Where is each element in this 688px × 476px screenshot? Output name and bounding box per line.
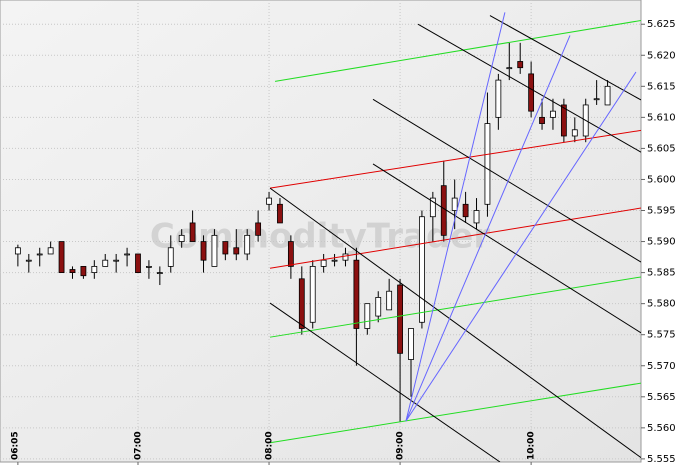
y-tick-label: 5.615: [647, 81, 676, 92]
candle-body: [113, 259, 120, 262]
candle-body: [277, 203, 283, 224]
y-tick-label: 5.620: [647, 50, 676, 61]
candle-body: [255, 222, 262, 236]
y-tick-label: 5.565: [647, 392, 676, 403]
candle-body: [102, 259, 109, 267]
y-tick-label: 5.560: [647, 423, 676, 434]
candle-body: [462, 203, 469, 218]
candle-body: [528, 73, 535, 112]
candle-body: [200, 241, 207, 261]
candle-body: [167, 247, 174, 267]
y-tick-label: 5.555: [647, 454, 676, 465]
candle-body: [233, 247, 240, 255]
trendlines: [269, 12, 641, 462]
candle-body: [495, 79, 502, 118]
candle-body: [222, 241, 229, 255]
candle-body: [14, 247, 21, 255]
trendline: [372, 98, 641, 263]
y-tick-label: 5.585: [647, 268, 676, 279]
candle-body: [135, 253, 141, 274]
candle-body: [506, 67, 513, 70]
candle-body: [517, 61, 524, 69]
candle-body: [353, 259, 360, 329]
y-tick-label: 5.610: [647, 112, 676, 123]
axes: 5.555 5.560 5.565 5.570 5.575 5.580 5.585 5.590…: [11, 19, 676, 465]
trendline: [489, 15, 641, 101]
candle-body: [287, 241, 294, 267]
candle-body: [189, 222, 196, 242]
candle-body: [451, 197, 458, 211]
y-tick-label: 5.590: [647, 237, 676, 248]
plot-area: [0, 0, 642, 463]
trendline: [405, 71, 637, 422]
trendline: [269, 187, 641, 459]
candle-body: [124, 253, 130, 256]
watermark: CommodityTrader: [150, 217, 490, 257]
trendline: [405, 12, 506, 422]
x-tick-label: 10:00: [527, 431, 537, 460]
candle-body: [69, 269, 76, 274]
candle-body: [80, 265, 87, 277]
x-tick-label: 08:00: [265, 431, 275, 460]
y-tick-label: 5.625: [647, 19, 676, 30]
candle-body: [408, 328, 414, 360]
y-tick-label: 5.570: [647, 361, 676, 372]
candle-body: [146, 265, 152, 268]
candle-body: [397, 284, 403, 354]
candle-body: [386, 290, 393, 311]
candle-body: [604, 85, 611, 106]
candle-body: [266, 197, 272, 205]
candle-body: [429, 197, 436, 218]
candle-body: [36, 253, 43, 256]
candle-body: [440, 185, 447, 236]
candle-body: [320, 259, 327, 267]
trendline: [269, 302, 501, 462]
trendline: [269, 382, 641, 444]
candle-body: [484, 123, 491, 205]
trendline: [372, 163, 641, 334]
candle-body: [298, 278, 305, 329]
candle-body: [25, 259, 32, 262]
candle-body: [375, 297, 382, 317]
candle-body: [156, 272, 163, 275]
candle-body: [91, 265, 98, 274]
candle-body: [58, 241, 65, 274]
trendline: [269, 207, 641, 269]
candle-body: [560, 104, 567, 137]
candle-body: [309, 265, 316, 323]
candle-body: [47, 247, 54, 255]
trendline: [417, 23, 641, 153]
candle-body: [593, 98, 600, 101]
candle-body: [178, 234, 185, 242]
y-tick-label: 5.575: [647, 330, 676, 341]
trendline: [274, 19, 641, 82]
grid: [0, 0, 641, 462]
candle-body: [419, 216, 425, 323]
x-tick-label: 06:05: [11, 431, 21, 460]
candle-body: [364, 303, 371, 329]
candle-body: [211, 234, 218, 267]
trendline: [269, 129, 641, 189]
candle-body: [473, 210, 480, 224]
y-tick-label: 5.595: [647, 206, 676, 217]
trendline: [269, 276, 641, 338]
y-tick-label: 5.600: [647, 174, 676, 185]
x-tick-label: 07:00: [134, 431, 144, 460]
y-tick-label: 5.605: [647, 143, 676, 154]
candle-body: [331, 259, 338, 262]
candle-body: [244, 234, 251, 255]
candles: [14, 42, 611, 422]
candle-body: [342, 253, 349, 261]
y-tick-label: 5.580: [647, 299, 676, 310]
x-tick-label: 09:00: [396, 431, 406, 460]
trendline: [405, 35, 571, 422]
candle-body: [539, 116, 545, 124]
candle-body: [571, 129, 578, 137]
candle-body: [550, 110, 556, 118]
